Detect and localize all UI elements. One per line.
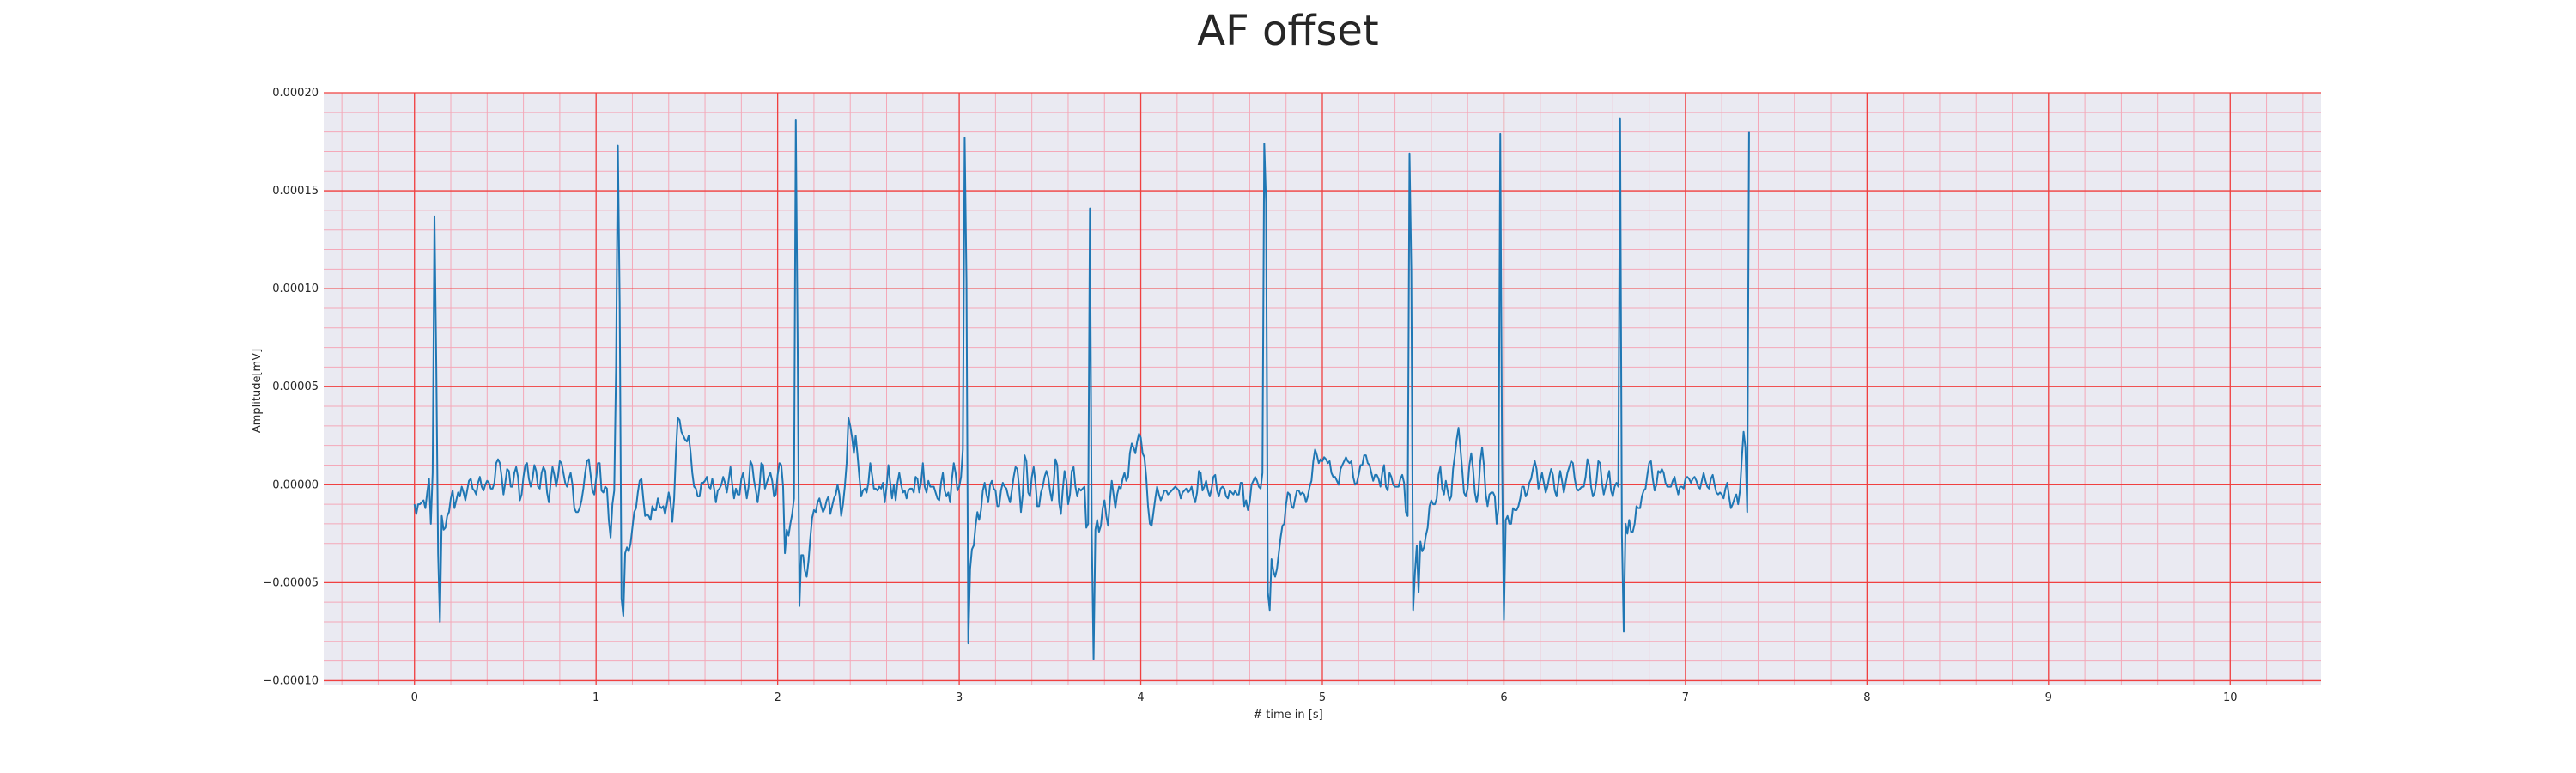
y-tick-label: 0.00010 <box>272 283 319 295</box>
x-tick-label: 2 <box>774 691 781 704</box>
y-axis-label: Amplitude[mV] <box>251 349 264 433</box>
series-line <box>413 117 1750 660</box>
x-tick-label: 6 <box>1500 691 1507 704</box>
x-tick-label: 3 <box>956 691 963 704</box>
x-axis-label: # time in [s] <box>1253 709 1322 721</box>
x-tick-label: 1 <box>592 691 599 704</box>
chart-title: AF offset <box>1197 7 1379 55</box>
x-tick-labels: 0 1 2 3 4 5 6 7 8 9 10 <box>411 691 2238 704</box>
x-tick-label: 10 <box>2223 691 2238 704</box>
y-tick-labels: −0.00010 −0.00005 0.00000 0.00005 0.00010 0.0… <box>263 87 319 687</box>
y-tick-label: 0.00005 <box>272 380 319 393</box>
y-tick-label: −0.00010 <box>263 674 319 687</box>
y-tick-label: 0.00000 <box>272 478 319 491</box>
x-tick-label: 5 <box>1319 691 1326 704</box>
y-tick-label: −0.00005 <box>263 576 319 589</box>
major-grid <box>324 92 2321 685</box>
y-tick-label: 0.00015 <box>272 185 319 198</box>
x-tick-label: 4 <box>1137 691 1144 704</box>
x-tick-label: 9 <box>2045 691 2052 704</box>
x-tick-label: 7 <box>1682 691 1689 704</box>
x-tick-label: 0 <box>411 691 418 704</box>
x-tick-label: 8 <box>1863 691 1870 704</box>
y-tick-label: 0.00020 <box>272 87 319 100</box>
